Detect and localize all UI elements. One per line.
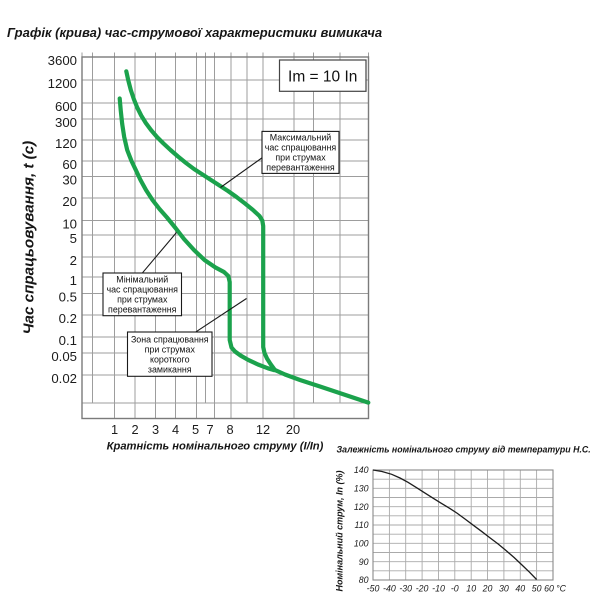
svg-text:Мінімальний: Мінімальний bbox=[116, 274, 168, 284]
svg-text:короткого: короткого bbox=[150, 354, 190, 364]
svg-text:30: 30 bbox=[62, 173, 77, 188]
svg-text:90: 90 bbox=[359, 557, 369, 567]
svg-text:1: 1 bbox=[111, 422, 118, 437]
svg-text:12: 12 bbox=[256, 422, 270, 437]
svg-text:1200: 1200 bbox=[48, 76, 77, 91]
svg-text:120: 120 bbox=[354, 502, 369, 512]
svg-text:10: 10 bbox=[466, 584, 476, 594]
svg-text:80: 80 bbox=[359, 575, 369, 585]
svg-text:Максимальний: Максимальний bbox=[270, 133, 332, 143]
svg-text:0.2: 0.2 bbox=[59, 311, 77, 326]
svg-text:20: 20 bbox=[62, 194, 77, 209]
svg-text:20: 20 bbox=[286, 422, 300, 437]
svg-text:1: 1 bbox=[70, 273, 77, 288]
svg-text:8: 8 bbox=[226, 422, 233, 437]
svg-text:-40: -40 bbox=[383, 584, 396, 594]
svg-text:10: 10 bbox=[62, 217, 77, 232]
svg-text:40: 40 bbox=[515, 584, 525, 594]
svg-text:при струмах: при струмах bbox=[275, 153, 326, 163]
svg-text:60: 60 bbox=[544, 584, 554, 594]
svg-text:Кратність номінального струму: Кратність номінального струму (I/In) bbox=[107, 441, 324, 453]
svg-text:0.05: 0.05 bbox=[51, 349, 77, 364]
svg-text:5: 5 bbox=[192, 422, 199, 437]
svg-text:-10: -10 bbox=[432, 584, 445, 594]
svg-text:Графік (крива) час-струмової х: Графік (крива) час-струмової характерист… bbox=[7, 25, 382, 40]
svg-text:3600: 3600 bbox=[48, 53, 77, 68]
svg-text:°C: °C bbox=[556, 584, 567, 594]
svg-text:перевантаження: перевантаження bbox=[266, 163, 335, 173]
svg-text:Час спрацьовування, t (с): Час спрацьовування, t (с) bbox=[21, 141, 38, 334]
svg-text:300: 300 bbox=[55, 115, 77, 130]
svg-text:перевантаження: перевантаження bbox=[108, 304, 177, 314]
svg-text:-20: -20 bbox=[416, 584, 429, 594]
svg-text:2: 2 bbox=[131, 422, 138, 437]
svg-text:100: 100 bbox=[354, 538, 369, 548]
svg-text:2: 2 bbox=[70, 253, 77, 268]
svg-text:5: 5 bbox=[70, 231, 77, 246]
svg-text:при струмах: при струмах bbox=[117, 294, 168, 304]
svg-text:при струмах: при струмах bbox=[145, 344, 196, 354]
svg-text:-50: -50 bbox=[367, 584, 380, 594]
svg-text:замикання: замикання bbox=[148, 364, 192, 374]
svg-text:120: 120 bbox=[55, 136, 77, 151]
svg-text:Номінальний струм, In (%): Номінальний струм, In (%) bbox=[335, 470, 345, 591]
svg-text:7: 7 bbox=[206, 422, 213, 437]
svg-text:3: 3 bbox=[152, 422, 159, 437]
svg-text:30: 30 bbox=[499, 584, 509, 594]
svg-text:20: 20 bbox=[482, 584, 493, 594]
svg-text:0.5: 0.5 bbox=[59, 290, 77, 305]
svg-text:Залежність номінального струму: Залежність номінального струму від темпе… bbox=[337, 445, 591, 455]
svg-text:0.1: 0.1 bbox=[59, 333, 77, 348]
svg-text:60: 60 bbox=[62, 157, 77, 172]
svg-text:0.02: 0.02 bbox=[51, 371, 77, 386]
svg-text:-30: -30 bbox=[399, 584, 412, 594]
svg-text:-0: -0 bbox=[451, 584, 459, 594]
svg-text:50: 50 bbox=[532, 584, 542, 594]
svg-text:час спрацювання: час спрацювання bbox=[265, 143, 337, 153]
svg-text:140: 140 bbox=[354, 465, 369, 475]
svg-text:4: 4 bbox=[172, 422, 179, 437]
svg-text:110: 110 bbox=[354, 520, 368, 530]
svg-text:130: 130 bbox=[354, 483, 369, 493]
svg-text:Im = 10 In: Im = 10 In bbox=[288, 69, 357, 86]
svg-text:час спрацювання: час спрацювання bbox=[107, 284, 179, 294]
svg-text:Зона спрацювання: Зона спрацювання bbox=[131, 334, 209, 344]
svg-text:600: 600 bbox=[55, 99, 77, 114]
